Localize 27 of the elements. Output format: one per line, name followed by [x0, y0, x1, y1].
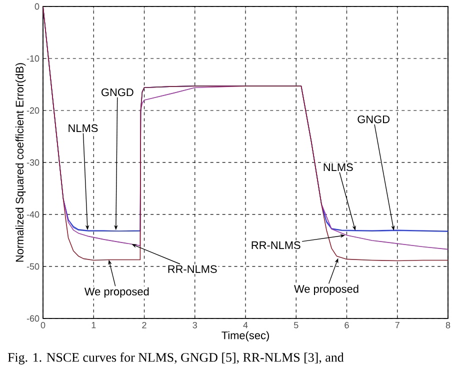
- annotation: NLMS: [68, 124, 98, 132]
- y-tick-label: -30: [26, 159, 40, 166]
- annotation: GNGD: [358, 115, 390, 123]
- x-tick-label: 7: [395, 322, 400, 328]
- annotation: NLMS: [324, 163, 353, 171]
- annotation: RR-NLMS: [252, 241, 300, 249]
- y-tick-label: -60: [26, 315, 40, 322]
- annotation: GNGD: [102, 88, 134, 96]
- annotation: We proposed: [294, 284, 358, 295]
- x-tick-label: 4: [243, 322, 248, 328]
- x-tick-label: 5: [294, 322, 298, 328]
- caption: Fig. 1. NSCE curves for NLMS, GNGD [5], RR-NLMS [3], and: [8, 352, 344, 364]
- x-tick-label: 8: [446, 322, 450, 328]
- y-tick-label: -40: [26, 211, 40, 218]
- y-axis-title: Normalized Squared coefficient Error(dB): [15, 62, 26, 262]
- x-tick-label: 0: [40, 322, 46, 328]
- y-tick-label: 0: [34, 3, 40, 10]
- x-axis-title: Time(sec): [222, 330, 269, 342]
- y-tick-label: -20: [26, 107, 40, 114]
- y-tick-label: -50: [26, 263, 40, 270]
- x-tick-label: 6: [344, 322, 349, 328]
- x-tick-label: 1: [92, 322, 96, 328]
- x-tick-label: 2: [142, 322, 146, 328]
- annotation: RR-NLMS: [168, 264, 217, 273]
- y-tick-label: -10: [26, 55, 40, 62]
- x-tick-label: 3: [192, 322, 197, 328]
- annotation: We proposed: [84, 287, 149, 298]
